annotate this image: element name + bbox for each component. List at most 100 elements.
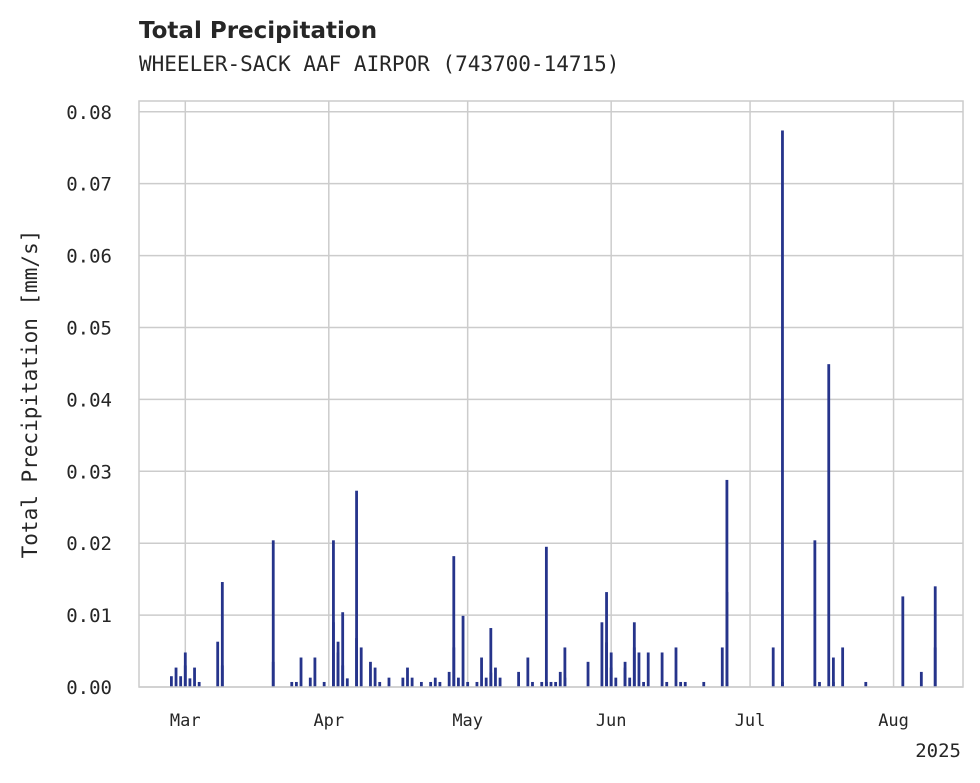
precip-bar [665,681,669,687]
y-tick-labels: 0.00 0.01 0.02 0.03 0.04 0.05 0.06 0.07 0.08 [66,102,112,699]
precip-bar [841,647,845,687]
precip-bar [332,622,335,687]
y-tick-label: 0.01 [66,605,112,627]
precip-bar [614,677,618,687]
precip-bar [623,661,627,687]
precip-bar [919,671,923,687]
precip-bar [674,647,678,687]
precip-bar [401,677,405,687]
precip-bar [188,678,192,687]
precip-bar [517,671,520,687]
precip-bar [170,676,173,687]
precip-bar [827,364,831,687]
precip-bar [720,647,724,687]
precip-bar [299,657,303,687]
chart-subtitle: WHEELER-SACK AAF AIRPOR (743700-14715) [139,52,620,76]
precip-bar [410,677,414,687]
precip-bar [586,661,590,687]
precip-bar [174,667,178,687]
precip-bar [632,622,636,687]
precip-bar [771,647,775,687]
precip-bar [531,681,534,687]
precip-bar [332,540,335,687]
precip-bar [406,667,409,687]
precip-bar [498,677,502,687]
precip-bar [438,681,442,687]
precip-bar [725,681,729,687]
precip-bar [484,677,488,687]
precip-bar [831,681,835,687]
precip-bar [489,628,493,687]
precip-bar [526,657,530,687]
precip-bar [429,681,433,687]
y-tick-label: 0.05 [66,317,112,339]
precip-bar [494,667,497,687]
precip-bar [179,676,183,687]
precip-bar [642,681,645,687]
precip-bar [290,681,294,687]
precip-bar [609,667,613,687]
precip-bar [600,622,604,687]
precip-bar [683,681,687,687]
precip-bar [341,612,345,687]
y-tick-label: 0.00 [66,677,112,699]
precip-bar [466,681,470,687]
precip-bar [197,681,201,687]
y-tick-label: 0.06 [66,246,112,268]
precip-bar [433,677,437,687]
bars [170,130,937,688]
precip-bar [419,681,423,687]
precip-bar [605,642,608,687]
y-tick-label: 0.08 [66,102,112,124]
x-tick-label: Jul [735,711,766,731]
precip-bar [183,652,187,687]
precip-bar [679,681,683,687]
precip-bar [461,615,465,687]
precip-bar [457,677,460,687]
x-tick-label: Aug [878,711,909,731]
precip-bar [359,647,363,687]
precip-bar [725,479,729,687]
precip-bar [489,672,493,687]
precip-bar [702,681,706,687]
precip-bar [544,681,548,687]
precip-bar [646,652,650,687]
precip-bar [313,657,317,687]
precip-bar [605,592,608,687]
precip-bar [193,667,196,687]
precip-bar [475,681,479,687]
x-tick-label: Mar [170,711,201,731]
precip-bar [308,677,312,687]
precip-bar [933,586,937,687]
precip-bar [378,681,382,687]
precip-bar [220,665,224,687]
precip-bar [447,671,451,687]
precip-bar [549,681,553,687]
precip-bar [818,681,821,687]
y-tick-label: 0.02 [66,533,112,555]
precip-bar [554,681,558,687]
precip-bar [901,596,905,687]
precip-bar [452,647,456,687]
precip-bar [345,678,349,687]
precip-bar [558,671,562,687]
precip-bar [563,647,567,687]
precip-bar [540,681,544,687]
grid [139,101,963,688]
precip-bar [387,677,391,687]
precip-bar [216,641,220,687]
precip-bar [628,677,632,687]
precip-bar [369,661,372,687]
precip-bar [781,681,784,687]
y-tick-label: 0.04 [66,389,112,411]
precip-bar [660,652,664,687]
y-tick-label: 0.03 [66,461,112,483]
y-axis-label: Total Precipitation [mm/s] [18,230,42,559]
precip-bar [322,681,326,687]
chart-title: Total Precipitation [139,18,378,44]
precip-bar [864,681,868,687]
y-tick-label: 0.07 [66,174,112,196]
precip-bar [563,677,567,687]
x-year-label: 2025 [915,740,961,762]
